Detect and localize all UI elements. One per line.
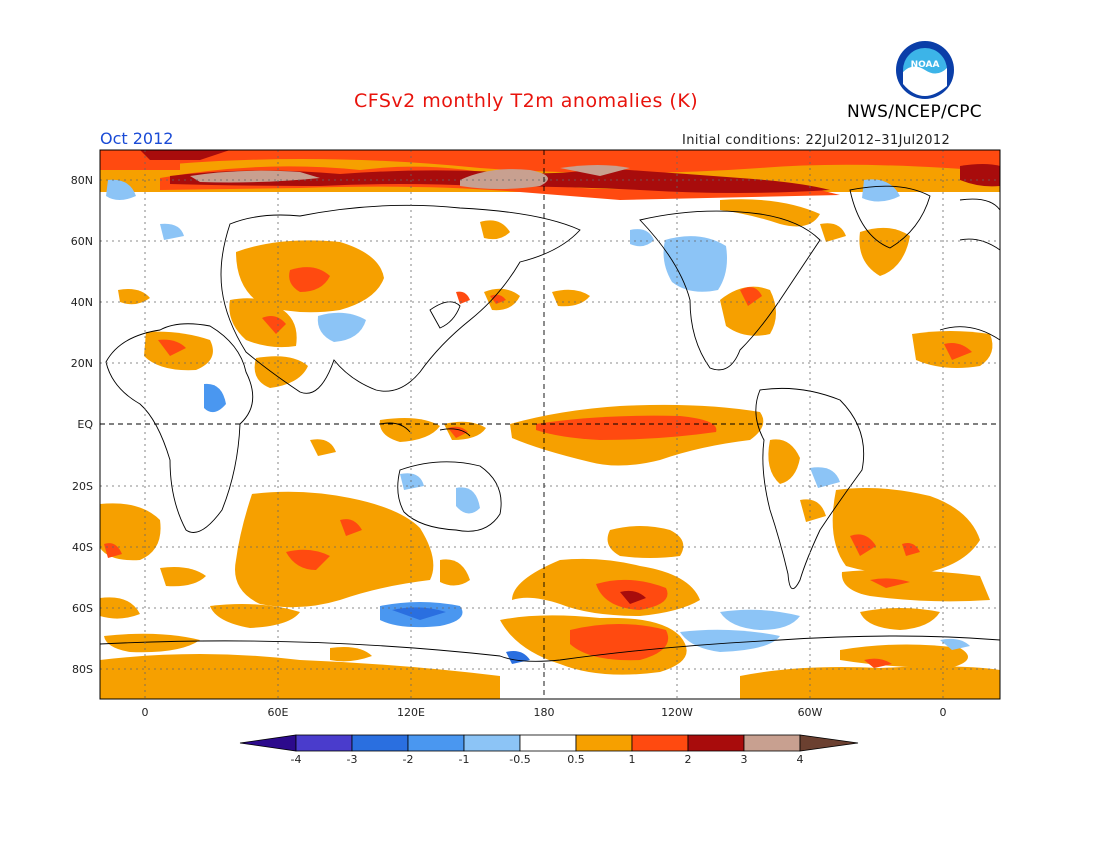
legend-label: 2 [685, 753, 692, 766]
legend-swatch [687, 734, 745, 752]
legend-label: 1 [629, 753, 636, 766]
legend-label: -2 [403, 753, 414, 766]
legend-label: 3 [741, 753, 748, 766]
lat-label: 80S [72, 663, 93, 676]
equator-dateline [100, 150, 1000, 699]
map-frame [99, 149, 1001, 700]
lat-label: 40S [72, 541, 93, 554]
color-legend: -4 -3 -2 -1 -0.5 0.5 1 2 3 4 [239, 734, 859, 766]
lat-label: 80N [71, 174, 93, 187]
legend-label: 0.5 [567, 753, 585, 766]
legend-swatch [575, 734, 633, 752]
lon-label: 60E [268, 706, 289, 719]
lat-label: 20S [72, 480, 93, 493]
grid-lines [100, 150, 1000, 699]
lat-label: 40N [71, 296, 93, 309]
lon-label: 0 [142, 706, 149, 719]
lon-label: 60W [798, 706, 823, 719]
map-field [100, 150, 1000, 699]
lat-label: 60N [71, 235, 93, 248]
legend-swatch [295, 734, 353, 752]
svg-text:NOAA: NOAA [911, 60, 940, 70]
latitude-labels: 80N 60N 40N 20N EQ 20S 40S 60S 80S [71, 174, 94, 676]
noaa-logo-icon: NOAA [895, 40, 955, 100]
longitude-labels: 0 60E 120E 180 120W 60W 0 [142, 706, 947, 719]
lat-label: 20N [71, 357, 93, 370]
lon-label: 120E [397, 706, 425, 719]
legend-swatch [463, 734, 521, 752]
legend-label: 4 [797, 753, 804, 766]
legend-arrow-left [239, 734, 297, 752]
legend-swatch [631, 734, 689, 752]
legend-swatch [743, 734, 801, 752]
organization-label: NWS/NCEP/CPC [847, 102, 982, 122]
coastlines [100, 185, 1000, 662]
legend-swatch [351, 734, 409, 752]
legend-label: -3 [347, 753, 358, 766]
lat-label: 60S [72, 602, 93, 615]
lon-label: 120W [661, 706, 693, 719]
legend-swatch [407, 734, 465, 752]
lat-label: EQ [77, 418, 93, 431]
lon-label: 180 [534, 706, 555, 719]
forecast-month: Oct 2012 [100, 129, 174, 148]
legend-label: -1 [459, 753, 470, 766]
legend-label: -0.5 [509, 753, 530, 766]
chart-title: CFSv2 monthly T2m anomalies (K) [354, 90, 699, 112]
lon-label: 0 [940, 706, 947, 719]
initial-conditions: Initial conditions: 22Jul2012–31Jul2012 [682, 133, 951, 148]
legend-label: -4 [291, 753, 302, 766]
legend-swatch [519, 734, 577, 752]
legend-arrow-right [799, 734, 859, 752]
